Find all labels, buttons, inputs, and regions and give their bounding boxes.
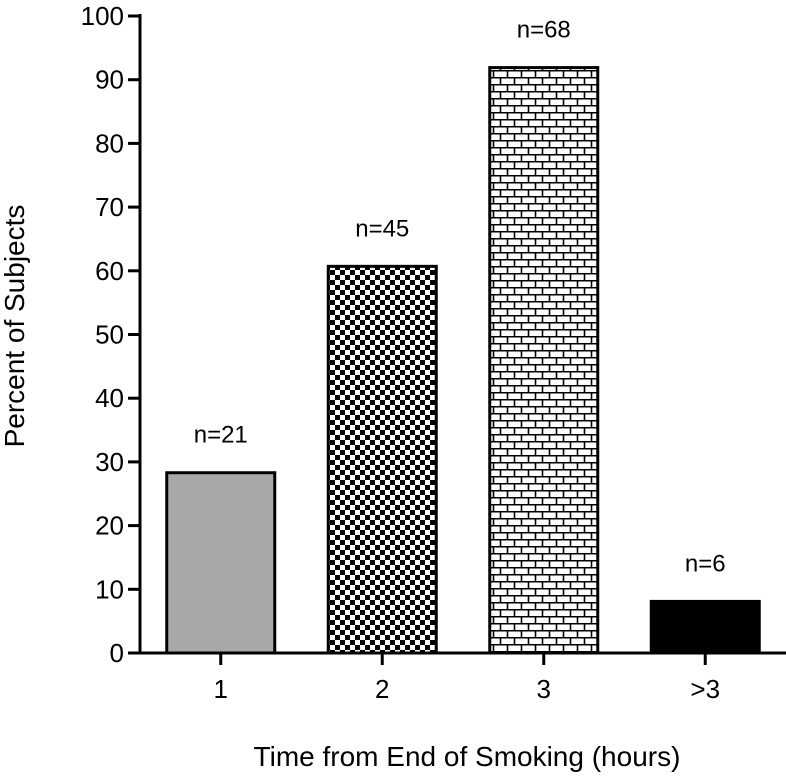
y-tick-label: 70 (95, 192, 124, 222)
y-tick-label: 60 (95, 256, 124, 286)
y-axis: 0 10 20 30 40 50 60 70 80 90 100 (81, 1, 142, 668)
bar-data-label: n=45 (355, 215, 409, 242)
y-tick-label: 90 (95, 65, 124, 95)
y-tick-label: 100 (81, 1, 124, 31)
data-labels: n=21 n=45 n=68 n=6 (194, 17, 726, 578)
y-tick-label: 50 (95, 320, 124, 350)
bar-data-label: n=21 (194, 422, 248, 449)
x-tick-label: 3 (537, 674, 551, 704)
bars (165, 66, 761, 655)
x-axis-title: Time from End of Smoking (hours) (254, 741, 681, 772)
bar (165, 471, 277, 655)
y-tick-label: 10 (95, 574, 124, 604)
x-tick-label: 1 (214, 674, 228, 704)
y-tick-label: 30 (95, 447, 124, 477)
y-axis-title: Percent of Subjects (0, 205, 30, 448)
bar (326, 264, 438, 655)
y-tick-label: 20 (95, 511, 124, 541)
x-axis: 1 2 3 >3 (138, 651, 786, 704)
y-tick-label: 40 (95, 383, 124, 413)
bar (649, 599, 761, 655)
bar-data-label: n=6 (685, 550, 726, 577)
y-tick-label: 80 (95, 128, 124, 158)
x-tick-label: >3 (690, 674, 720, 704)
bar (488, 66, 600, 655)
y-tick-label: 0 (110, 638, 124, 668)
bar-data-label: n=68 (517, 17, 571, 44)
x-tick-label: 2 (375, 674, 389, 704)
